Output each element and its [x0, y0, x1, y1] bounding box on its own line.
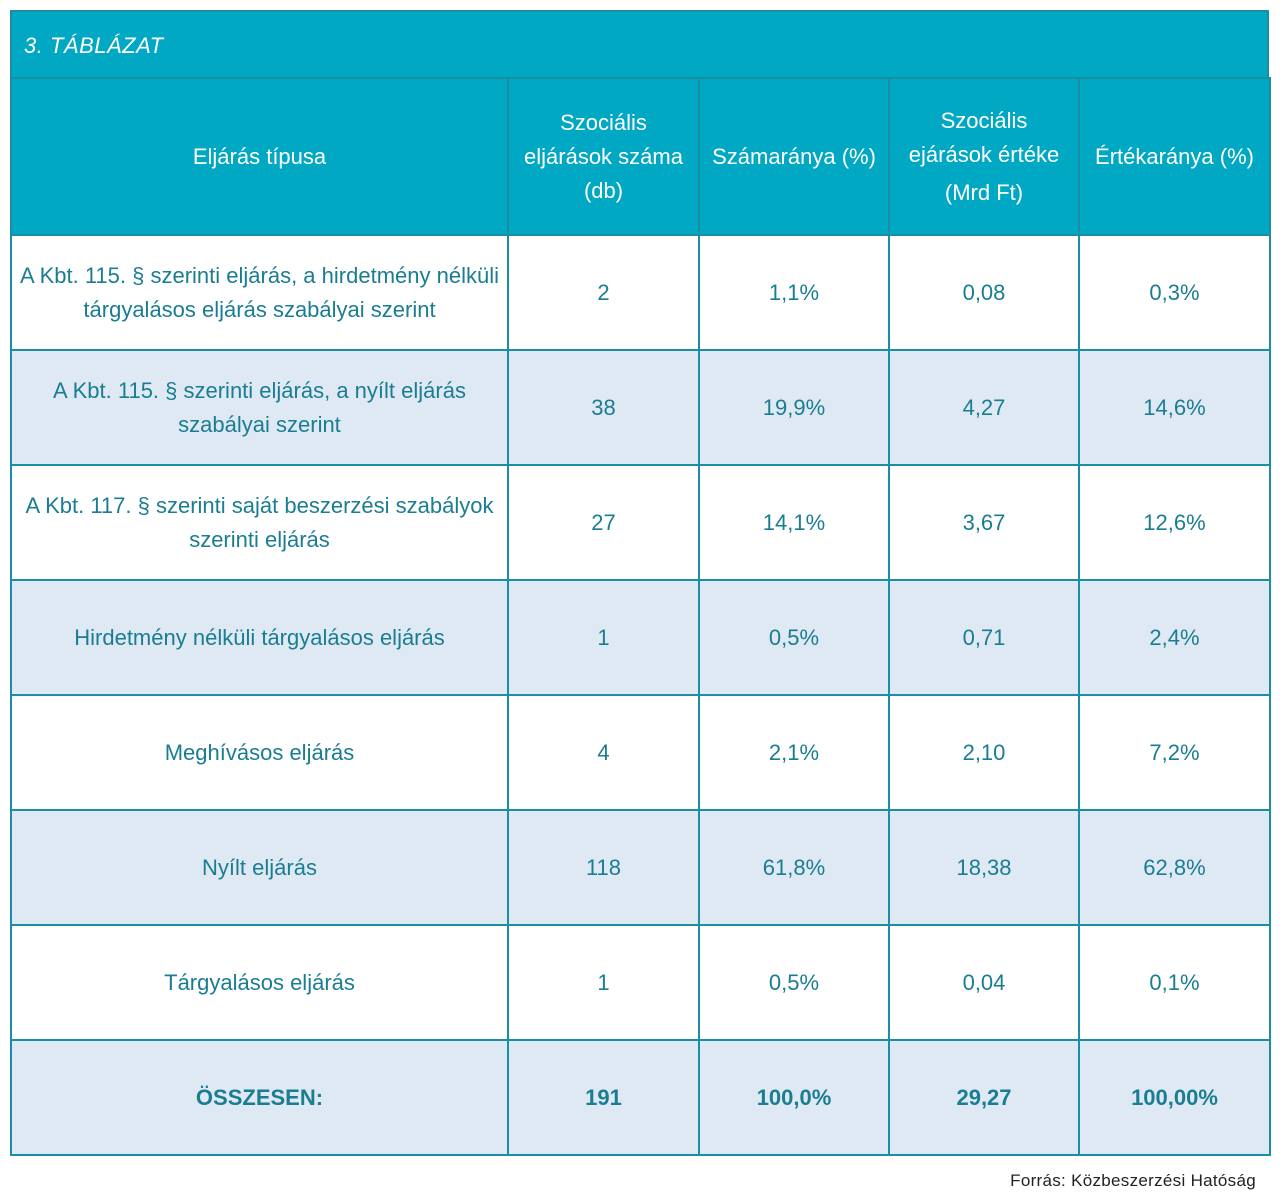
total-value-share: 100,00%	[1078, 1039, 1271, 1156]
total-count-share: 100,0%	[698, 1039, 890, 1156]
cell-value: 2,10	[888, 694, 1080, 811]
cell-value-share: 0,3%	[1078, 234, 1271, 351]
table-row: A Kbt. 117. § szerinti saját beszerzési …	[10, 464, 1271, 581]
header-value-unit: (Mrd Ft)	[944, 179, 1024, 205]
total-value: 29,27	[888, 1039, 1080, 1156]
cell-count-share: 2,1%	[698, 694, 890, 811]
cell-value: 0,04	[888, 924, 1080, 1041]
cell-value: 3,67	[888, 464, 1080, 581]
total-count: 191	[507, 1039, 700, 1156]
table-row: A Kbt. 115. § szerinti eljárás, a nyílt …	[10, 349, 1271, 466]
cell-count: 38	[507, 349, 700, 466]
source-note: Forrás: Közbeszerzési Hatóság	[1010, 1171, 1256, 1190]
cell-value: 4,27	[888, 349, 1080, 466]
header-count-share: Számaránya (%)	[698, 77, 890, 236]
procurement-table: Eljárás típusa Szociális eljárások száma…	[10, 77, 1271, 1156]
header-value-label: Szociális ejárások értéke	[908, 107, 1060, 167]
total-label: ÖSSZESEN:	[10, 1039, 509, 1156]
cell-count-share: 0,5%	[698, 579, 890, 696]
cell-count-share: 0,5%	[698, 924, 890, 1041]
cell-value: 0,71	[888, 579, 1080, 696]
cell-count-share: 19,9%	[698, 349, 890, 466]
cell-procedure-type: A Kbt. 115. § szerinti eljárás, a hirdet…	[10, 234, 509, 351]
header-value-share: Értékaránya (%)	[1078, 77, 1271, 236]
cell-procedure-type: Meghívásos eljárás	[10, 694, 509, 811]
cell-count-share: 1,1%	[698, 234, 890, 351]
cell-value-share: 14,6%	[1078, 349, 1271, 466]
cell-count-share: 14,1%	[698, 464, 890, 581]
table-row: Hirdetmény nélküli tárgyalásos eljárás 1…	[10, 579, 1271, 696]
cell-value-share: 12,6%	[1078, 464, 1271, 581]
cell-count: 4	[507, 694, 700, 811]
header-value: Szociális ejárások értéke (Mrd Ft)	[888, 77, 1080, 236]
cell-value-share: 0,1%	[1078, 924, 1271, 1041]
total-row: ÖSSZESEN: 191 100,0% 29,27 100,00%	[10, 1039, 1271, 1156]
cell-count-share: 61,8%	[698, 809, 890, 926]
cell-count: 27	[507, 464, 700, 581]
header-procedure-type: Eljárás típusa	[10, 77, 509, 236]
cell-value: 0,08	[888, 234, 1080, 351]
table-row: A Kbt. 115. § szerinti eljárás, a hirdet…	[10, 234, 1271, 351]
data-table-container: 3. TÁBLÁZAT Eljárás típusa Szociális elj…	[10, 10, 1271, 1156]
table-row: Nyílt eljárás 118 61,8% 18,38 62,8%	[10, 809, 1271, 926]
cell-value: 18,38	[888, 809, 1080, 926]
table-row: Meghívásos eljárás 4 2,1% 2,10 7,2%	[10, 694, 1271, 811]
cell-procedure-type: Nyílt eljárás	[10, 809, 509, 926]
table-row: Tárgyalásos eljárás 1 0,5% 0,04 0,1%	[10, 924, 1271, 1041]
cell-value-share: 2,4%	[1078, 579, 1271, 696]
header-count: Szociális eljárások száma (db)	[507, 77, 700, 236]
cell-procedure-type: A Kbt. 115. § szerinti eljárás, a nyílt …	[10, 349, 509, 466]
cell-count: 2	[507, 234, 700, 351]
cell-value-share: 62,8%	[1078, 809, 1271, 926]
cell-value-share: 7,2%	[1078, 694, 1271, 811]
cell-procedure-type: Hirdetmény nélküli tárgyalásos eljárás	[10, 579, 509, 696]
cell-count: 1	[507, 924, 700, 1041]
cell-count: 118	[507, 809, 700, 926]
header-row: Eljárás típusa Szociális eljárások száma…	[10, 77, 1271, 236]
cell-count: 1	[507, 579, 700, 696]
cell-procedure-type: Tárgyalásos eljárás	[10, 924, 509, 1041]
table-title: 3. TÁBLÁZAT	[10, 10, 1269, 77]
cell-procedure-type: A Kbt. 117. § szerinti saját beszerzési …	[10, 464, 509, 581]
